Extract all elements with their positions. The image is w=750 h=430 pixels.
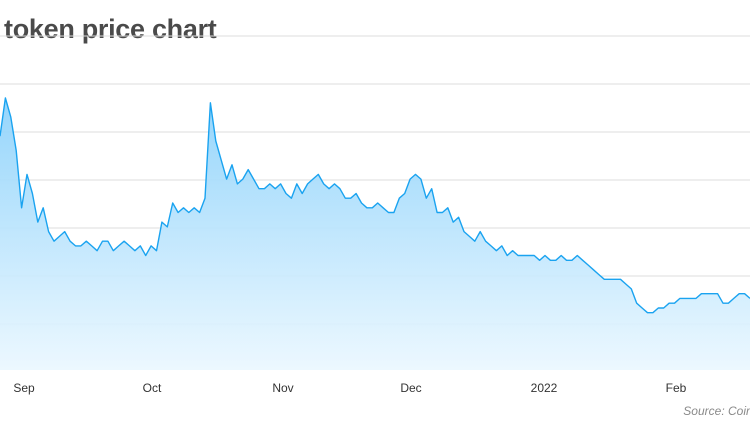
x-tick-label: Oct xyxy=(143,381,162,395)
chart-title: token price chart xyxy=(4,14,217,44)
x-tick-label: Dec xyxy=(400,381,421,395)
source-note: Source: Coir xyxy=(683,404,750,418)
x-tick-label: Nov xyxy=(272,381,293,395)
x-tick-label: 2022 xyxy=(531,381,558,395)
chart-marks xyxy=(0,97,750,370)
price-line xyxy=(0,97,750,314)
price-area xyxy=(0,98,750,370)
x-axis: Sep Oct Nov Dec 2022 Feb xyxy=(13,381,686,395)
x-tick-label: Sep xyxy=(13,381,35,395)
x-tick-label: Feb xyxy=(666,381,687,395)
